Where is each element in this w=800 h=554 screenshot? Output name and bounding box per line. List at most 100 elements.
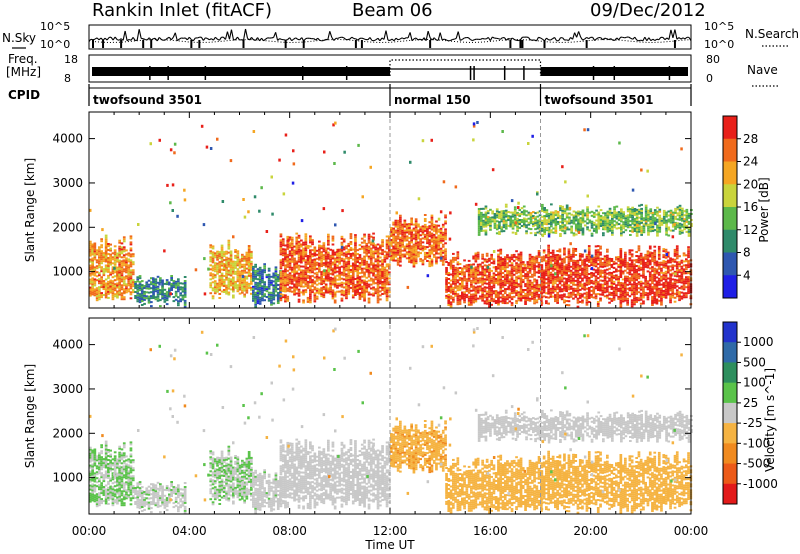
- power-echo-cell: [565, 268, 568, 270]
- power-echo-cell: [675, 245, 679, 248]
- power-echo-cell: [388, 277, 391, 280]
- nsky-trace-segment: [459, 38, 463, 41]
- power-echo-cell: [354, 246, 357, 249]
- power-echo-cell: [286, 257, 290, 260]
- power-echo-cell: [606, 276, 609, 279]
- power-echo-cell: [218, 253, 222, 256]
- power-echo-cell: [465, 290, 469, 293]
- power-echo-cell: [470, 303, 473, 306]
- power-echo-cell: [608, 267, 611, 270]
- beam-label: Beam 06: [352, 0, 433, 21]
- power-echo-cell: [590, 281, 593, 284]
- power-echo-cell: [107, 288, 110, 291]
- power-echo-cell: [603, 261, 607, 264]
- nsky-trace-segment: [427, 31, 431, 38]
- power-echo-cell: [533, 260, 536, 263]
- power-echo-cell: [432, 245, 436, 248]
- power-echo-cell: [356, 275, 360, 277]
- power-echo-cell: [444, 252, 447, 255]
- power-echo-cell: [439, 241, 443, 244]
- power-echo-cell: [542, 279, 546, 282]
- power-echo-cell: [363, 259, 366, 262]
- nsky-trace-segment: [558, 37, 562, 42]
- power-echo-cell: [408, 225, 411, 227]
- power-echo-cell: [295, 272, 299, 275]
- power-echo-cell: [476, 285, 480, 288]
- power-echo-cell: [125, 249, 128, 252]
- nsky-trace-segment: [226, 31, 230, 40]
- power-echo-cell: [617, 277, 620, 280]
- power-echo-cell: [227, 261, 231, 264]
- power-echo-cell: [621, 286, 625, 289]
- power-echo-cell: [403, 219, 407, 222]
- power-echo-cell: [476, 255, 480, 258]
- power-echo-cell: [102, 270, 106, 273]
- power-echo-cell: [261, 299, 264, 302]
- power-echo-cell: [675, 289, 679, 292]
- power-echo-cell: [360, 271, 364, 274]
- power-echo-cell: [526, 273, 530, 276]
- power-echo-cell: [161, 289, 164, 292]
- power-echo-cell: [497, 299, 500, 302]
- power-echo-cell: [414, 250, 418, 253]
- power-echo-cell: [666, 271, 670, 274]
- power-echo-cell: [673, 300, 677, 303]
- power-echo-cell: [470, 299, 473, 302]
- power-echo-cell: [163, 292, 167, 295]
- power-echo-cell: [558, 262, 562, 265]
- nsky-trace-segment: [205, 37, 208, 40]
- power-echo-cell: [447, 294, 451, 296]
- nsky-trace-segment: [668, 29, 672, 40]
- power-echo-cell: [572, 247, 575, 250]
- power-echo-cell: [225, 274, 228, 277]
- power-echo-cell: [89, 242, 92, 245]
- power-echo-cell: [601, 265, 605, 268]
- power-echo-cell: [542, 285, 546, 288]
- power-echo-cell: [254, 269, 257, 272]
- power-echo-cell: [136, 280, 140, 283]
- power-echo-cell: [363, 297, 366, 300]
- power-echo-cell: [551, 295, 555, 298]
- power-echo-cell: [347, 274, 351, 277]
- power-echo-cell: [626, 303, 629, 306]
- power-echo-cell: [606, 248, 609, 251]
- power-echo-cell: [662, 284, 666, 286]
- power-echo-cell: [535, 259, 539, 262]
- power-echo-cell: [501, 285, 505, 288]
- power-echo-cell: [421, 237, 425, 240]
- power-echo-cell: [396, 229, 400, 232]
- power-echo-cell: [399, 230, 402, 233]
- power-echo-cell: [241, 257, 244, 260]
- power-echo-cell: [247, 263, 251, 265]
- power-echo-cell: [281, 278, 285, 281]
- power-echo-cell: [412, 257, 416, 260]
- power-echo-cell: [545, 268, 548, 271]
- power-echo-cell: [660, 261, 663, 264]
- power-echo-cell: [533, 264, 536, 267]
- power-echo-cell: [592, 264, 596, 267]
- power-echo-cell: [449, 305, 453, 308]
- power-echo-cell: [225, 260, 228, 263]
- power-echo-cell: [503, 260, 507, 263]
- power-echo-cell: [528, 297, 532, 300]
- power-echo-cell: [519, 295, 523, 298]
- power-echo-cell: [512, 291, 516, 294]
- power-echo-cell: [655, 276, 659, 279]
- power-echo-cell: [490, 297, 493, 300]
- power-echo-cell: [154, 278, 158, 281]
- power-echo-cell: [583, 266, 587, 269]
- power-echo-cell: [408, 227, 411, 229]
- power-echo-cell: [585, 297, 589, 300]
- power-echo-cell: [417, 255, 420, 258]
- power-echo-cell: [91, 285, 94, 288]
- power-echo-cell: [428, 239, 432, 242]
- power-echo-cell: [503, 278, 507, 281]
- nsky-trace-segment: [487, 37, 491, 41]
- power-echo-cell: [606, 284, 609, 287]
- power-echo-cell: [213, 288, 217, 291]
- power-echo-cell: [666, 251, 670, 254]
- power-echo-cell: [385, 245, 389, 248]
- power-echo-cell: [347, 250, 351, 253]
- power-echo-cell: [161, 285, 164, 288]
- power-echo-cell: [472, 287, 475, 290]
